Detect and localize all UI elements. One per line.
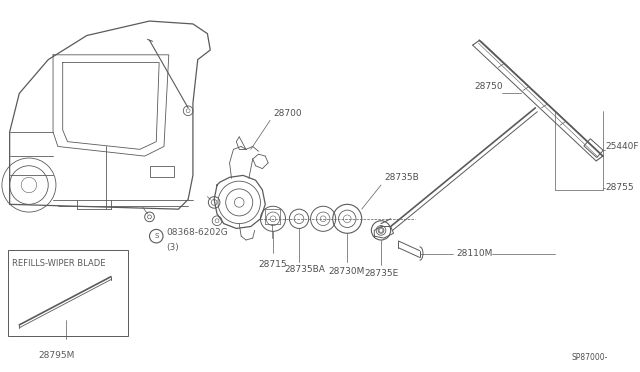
Text: 28735BA: 28735BA (285, 265, 325, 274)
Text: 28750: 28750 (475, 81, 503, 90)
Text: 28700: 28700 (273, 109, 301, 118)
Text: 28755: 28755 (606, 183, 634, 192)
Text: REFILLS-WIPER BLADE: REFILLS-WIPER BLADE (12, 259, 105, 268)
Text: 28715: 28715 (259, 260, 287, 269)
Text: 28735E: 28735E (365, 269, 399, 278)
Bar (584, 139, 604, 157)
Text: 08368-6202G: 08368-6202G (166, 228, 228, 237)
Text: SP87000-: SP87000- (572, 353, 608, 362)
Bar (8, 250, 128, 337)
Text: 25440F: 25440F (606, 142, 639, 151)
Text: (3): (3) (166, 243, 179, 252)
Text: S: S (154, 233, 159, 239)
Text: 28735B: 28735B (384, 173, 419, 182)
Bar (150, 166, 173, 177)
Text: 28795M: 28795M (38, 351, 75, 360)
Text: 28730M: 28730M (328, 267, 364, 276)
Text: 28110M: 28110M (456, 249, 493, 258)
